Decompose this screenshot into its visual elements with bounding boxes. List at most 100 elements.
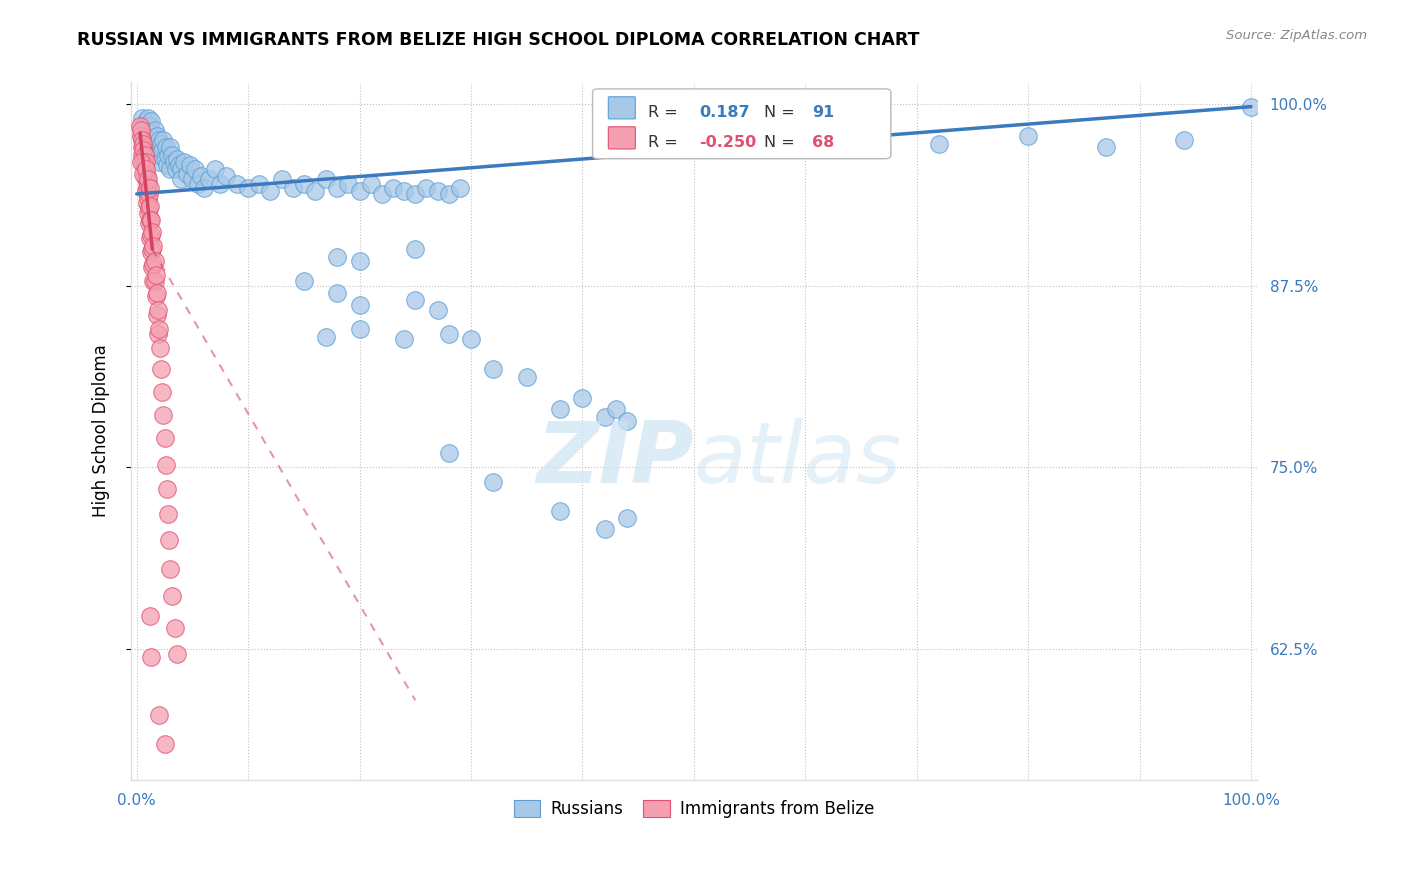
Point: [159, 562, 181, 576]
Point: [135, 184, 157, 198]
Point: [1173, 133, 1195, 147]
Point: [162, 155, 184, 169]
Text: -0.250: -0.250: [699, 136, 756, 150]
Point: [135, 172, 157, 186]
Point: [145, 268, 167, 283]
Point: [155, 458, 177, 472]
Point: [132, 143, 155, 157]
Point: [187, 177, 209, 191]
Point: [132, 167, 155, 181]
Point: [152, 408, 174, 422]
Point: [142, 257, 165, 271]
Point: [326, 250, 349, 264]
Point: [482, 475, 505, 489]
Point: [326, 285, 349, 300]
Point: [170, 162, 193, 177]
Point: [149, 341, 172, 355]
Text: R =: R =: [648, 136, 678, 150]
Point: [153, 737, 176, 751]
Point: [135, 123, 157, 137]
Point: [146, 326, 169, 341]
Point: [281, 181, 304, 195]
Text: atlas: atlas: [693, 417, 901, 500]
Point: [146, 303, 169, 318]
Point: [181, 172, 204, 186]
Point: [135, 114, 157, 128]
Point: [605, 402, 627, 417]
Point: [304, 184, 326, 198]
Point: [148, 155, 170, 169]
Point: [135, 162, 157, 177]
Point: [142, 133, 165, 147]
Point: [167, 158, 190, 172]
Point: [183, 162, 205, 177]
Point: [142, 239, 165, 253]
Point: [482, 361, 505, 376]
Point: [315, 329, 337, 343]
Point: [156, 158, 179, 172]
Point: [166, 152, 188, 166]
Point: [516, 370, 538, 384]
Point: [135, 169, 157, 184]
Point: [143, 123, 166, 137]
Point: [460, 333, 482, 347]
Point: [139, 213, 162, 227]
Point: [337, 177, 360, 191]
Point: [349, 297, 371, 311]
Point: [141, 242, 163, 256]
Point: [152, 133, 174, 147]
FancyBboxPatch shape: [609, 127, 636, 149]
Point: [143, 274, 166, 288]
Point: [138, 216, 160, 230]
Point: [360, 177, 382, 191]
Point: [146, 308, 169, 322]
Point: [150, 361, 173, 376]
Point: [153, 431, 176, 445]
Point: [548, 504, 571, 518]
Point: [138, 186, 160, 201]
Text: RUSSIAN VS IMMIGRANTS FROM BELIZE HIGH SCHOOL DIPLOMA CORRELATION CHART: RUSSIAN VS IMMIGRANTS FROM BELIZE HIGH S…: [77, 31, 920, 49]
Point: [146, 147, 169, 161]
Point: [616, 511, 638, 525]
Point: [270, 172, 292, 186]
Text: 91: 91: [813, 105, 834, 120]
Point: [616, 414, 638, 428]
FancyBboxPatch shape: [609, 96, 636, 119]
Point: [156, 507, 179, 521]
Point: [155, 140, 177, 154]
Point: [141, 114, 163, 128]
Point: [426, 303, 449, 318]
Point: [156, 483, 179, 497]
Point: [404, 293, 426, 307]
Point: [204, 162, 226, 177]
Point: [571, 391, 593, 405]
Point: [138, 202, 160, 216]
Point: [371, 186, 394, 201]
Point: [593, 522, 616, 536]
Point: [136, 191, 159, 205]
Point: [139, 230, 162, 244]
Point: [141, 245, 163, 260]
Point: [236, 181, 259, 195]
Point: [150, 143, 173, 157]
Point: [138, 119, 160, 133]
Point: [139, 133, 162, 147]
Point: [156, 147, 179, 161]
Point: [134, 119, 156, 133]
Point: [163, 621, 186, 635]
Point: [315, 172, 337, 186]
Point: [132, 155, 155, 169]
Point: [136, 177, 159, 191]
Point: [129, 123, 152, 137]
Point: [131, 133, 153, 147]
Point: [173, 155, 195, 169]
Point: [148, 322, 170, 336]
Point: [131, 112, 153, 126]
Point: [1017, 128, 1039, 143]
Point: [136, 206, 159, 220]
Point: [129, 119, 152, 133]
Point: [349, 253, 371, 268]
Point: [159, 162, 181, 177]
Point: [145, 140, 167, 154]
Text: ZIP: ZIP: [536, 417, 693, 500]
